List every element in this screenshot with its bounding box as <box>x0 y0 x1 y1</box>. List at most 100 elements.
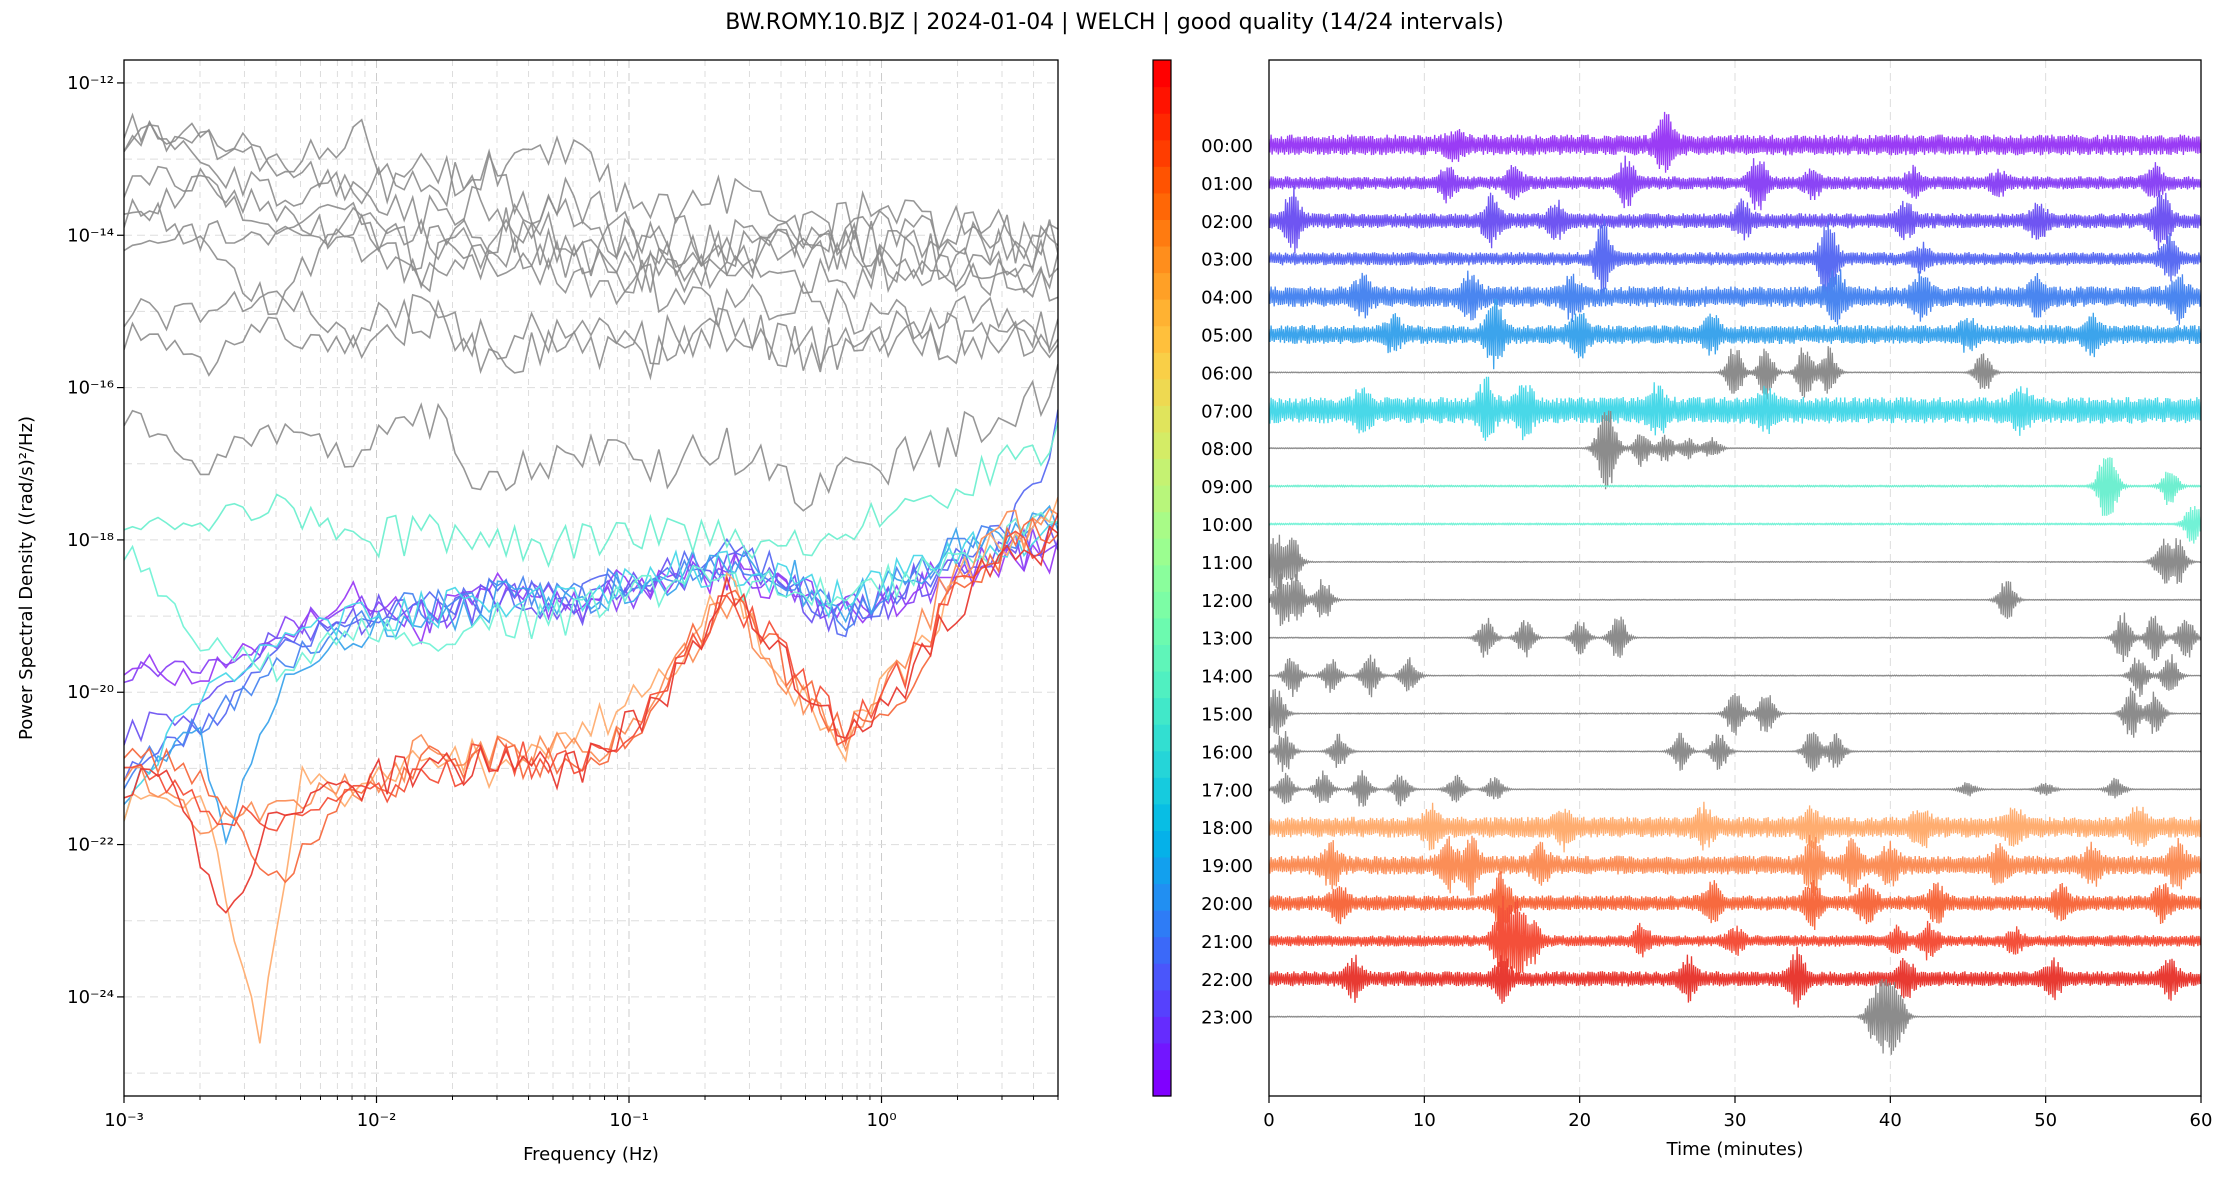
colorbar-segment <box>1153 272 1171 300</box>
psd-series-line-20 <box>124 517 1058 884</box>
helicorder-trace-0300 <box>1269 219 2201 304</box>
helicorder-trace-2000 <box>1269 871 2201 934</box>
helicorder-hour-label: 21:00 <box>1201 932 1253 953</box>
psd-series-line-09 <box>124 421 1058 569</box>
psd-series-line-03 <box>124 409 1058 782</box>
helicorder-x-tick-label: 0 <box>1263 1110 1274 1131</box>
psd-x-axis-label: Frequency (Hz) <box>523 1144 659 1165</box>
colorbar-segment <box>1153 564 1171 592</box>
helicorder-hour-label: 10:00 <box>1201 515 1253 536</box>
colorbar-segment <box>1153 352 1171 380</box>
psd-x-tick-label: 10⁻² <box>357 1110 397 1131</box>
psd-panel: 10⁻³ 10⁻² 10⁻¹ 10⁰ 10⁻¹² 10⁻¹⁴ 10⁻¹⁶ 10⁻¹⁸ 10⁻²… <box>16 59 1059 1165</box>
colorbar-segment <box>1153 538 1171 566</box>
colorbar-segment <box>1153 86 1171 114</box>
colorbar-segment <box>1153 245 1171 274</box>
colorbar-segment <box>1153 963 1171 991</box>
helicorder-hour-label: 13:00 <box>1201 629 1253 650</box>
helicorder-trace-1100 <box>1269 534 2201 590</box>
helicorder-trace-0900 <box>1269 457 2201 516</box>
helicorder-hour-label: 00:00 <box>1201 136 1253 157</box>
helicorder-x-tick-label: 60 <box>2190 1110 2213 1131</box>
helicorder-hour-label: 22:00 <box>1201 970 1253 991</box>
colorbar-segment <box>1153 936 1171 964</box>
psd-series-line-08 <box>124 124 1058 267</box>
helicorder-trace-1000 <box>1269 505 2201 544</box>
colorbar-segment <box>1153 856 1171 885</box>
psd-y-tick-label: 10⁻²² <box>67 835 114 856</box>
helicorder-trace-1300 <box>1269 612 2201 663</box>
figure-title: BW.ROMY.10.BJZ | 2024-01-04 | WELCH | go… <box>725 10 1504 35</box>
colorbar-segment <box>1153 803 1171 831</box>
helicorder-hour-labels: 00:00 01:00 02:00 03:00 04:00 05:00 06:00 07:00… <box>1201 136 1253 1029</box>
helicorder-trace-2100 <box>1269 895 2201 986</box>
psd-series-line-11 <box>124 165 1058 354</box>
helicorder-hour-label: 08:00 <box>1201 439 1253 460</box>
psd-series-line-19 <box>124 507 1058 835</box>
colorbar-segment <box>1153 113 1171 141</box>
psd-x-tick-label: 10⁻³ <box>104 1110 144 1131</box>
helicorder-trace-1800 <box>1269 801 2201 853</box>
psd-frame <box>123 59 1059 1097</box>
psd-x-ticks: 10⁻³ 10⁻² 10⁻¹ 10⁰ <box>104 1096 1059 1131</box>
colorbar-segment <box>1153 139 1171 167</box>
psd-y-tick-label: 10⁻¹² <box>67 73 114 94</box>
colorbar-segment <box>1153 458 1171 486</box>
colorbar-segment <box>1153 485 1171 513</box>
psd-y-tick-label: 10⁻¹⁶ <box>67 378 114 399</box>
colorbar-segment <box>1153 219 1171 247</box>
helicorder-traces <box>1269 111 2201 1055</box>
helicorder-hour-label: 20:00 <box>1201 894 1253 915</box>
helicorder-x-tick-label: 40 <box>1879 1110 1902 1131</box>
colorbar-segment <box>1153 617 1171 646</box>
colorbar-segment <box>1153 644 1171 672</box>
colorbar-segment <box>1153 1016 1171 1044</box>
psd-series-line-17 <box>124 151 1058 316</box>
colorbar-segment <box>1153 910 1171 938</box>
helicorder-trace-0800 <box>1269 410 2201 490</box>
psd-y-tick-label: 10⁻¹⁸ <box>67 530 114 551</box>
colorbar-segment <box>1153 591 1171 619</box>
helicorder-hour-label: 07:00 <box>1201 401 1253 422</box>
colorbar-segment <box>1153 325 1171 353</box>
colorbar-segment <box>1153 60 1171 88</box>
colorbar-segment <box>1153 670 1171 699</box>
helicorder-trace-1900 <box>1269 834 2201 897</box>
colorbar-segment <box>1153 1042 1171 1071</box>
psd-x-tick-label: 10⁰ <box>866 1110 896 1131</box>
colorbar-frame <box>1152 59 1172 1097</box>
colorbar-segment <box>1153 750 1171 778</box>
helicorder-trace-0500 <box>1269 298 2201 370</box>
psd-y-tick-label: 10⁻²⁴ <box>67 987 114 1008</box>
helicorder-hour-label: 02:00 <box>1201 212 1253 233</box>
psd-y-ticks: 10⁻¹² 10⁻¹⁴ 10⁻¹⁶ 10⁻¹⁸ 10⁻²⁰ 10⁻²² 10⁻²⁴ <box>67 73 124 1008</box>
helicorder-trace-0100 <box>1269 155 2201 211</box>
psd-series-line-23 <box>124 174 1058 302</box>
helicorder-trace-0600 <box>1269 346 2201 400</box>
helicorder-hour-label: 16:00 <box>1201 742 1253 763</box>
helicorder-x-tick-label: 30 <box>1724 1110 1747 1131</box>
helicorder-x-tick-label: 10 <box>1413 1110 1436 1131</box>
colorbar-segment <box>1153 777 1171 805</box>
helicorder-hour-label: 05:00 <box>1201 326 1253 347</box>
colorbar-segment <box>1153 511 1171 539</box>
helicorder-hour-label: 18:00 <box>1201 818 1253 839</box>
psd-series-line-13 <box>124 204 1058 294</box>
psd-series-line-14 <box>124 293 1058 381</box>
helicorder-trace-1700 <box>1269 770 2201 807</box>
psd-series-line-07 <box>124 521 1058 822</box>
helicorder-x-axis-label: Time (minutes) <box>1666 1139 1804 1160</box>
psd-y-tick-label: 10⁻¹⁴ <box>67 225 114 246</box>
psd-series-line-15 <box>124 363 1058 512</box>
colorbar-segment <box>1153 883 1171 911</box>
psd-series-line-10 <box>124 511 1058 683</box>
colorbar-segment <box>1153 166 1171 194</box>
psd-series-line-06 <box>124 112 1058 298</box>
colorbar-segment <box>1153 830 1171 858</box>
colorbar-segment <box>1153 724 1171 752</box>
psd-y-tick-label: 10⁻²⁰ <box>67 682 114 703</box>
helicorder-hour-label: 06:00 <box>1201 363 1253 384</box>
colorbar-segment <box>1153 405 1171 433</box>
helicorder-hour-label: 12:00 <box>1201 591 1253 612</box>
